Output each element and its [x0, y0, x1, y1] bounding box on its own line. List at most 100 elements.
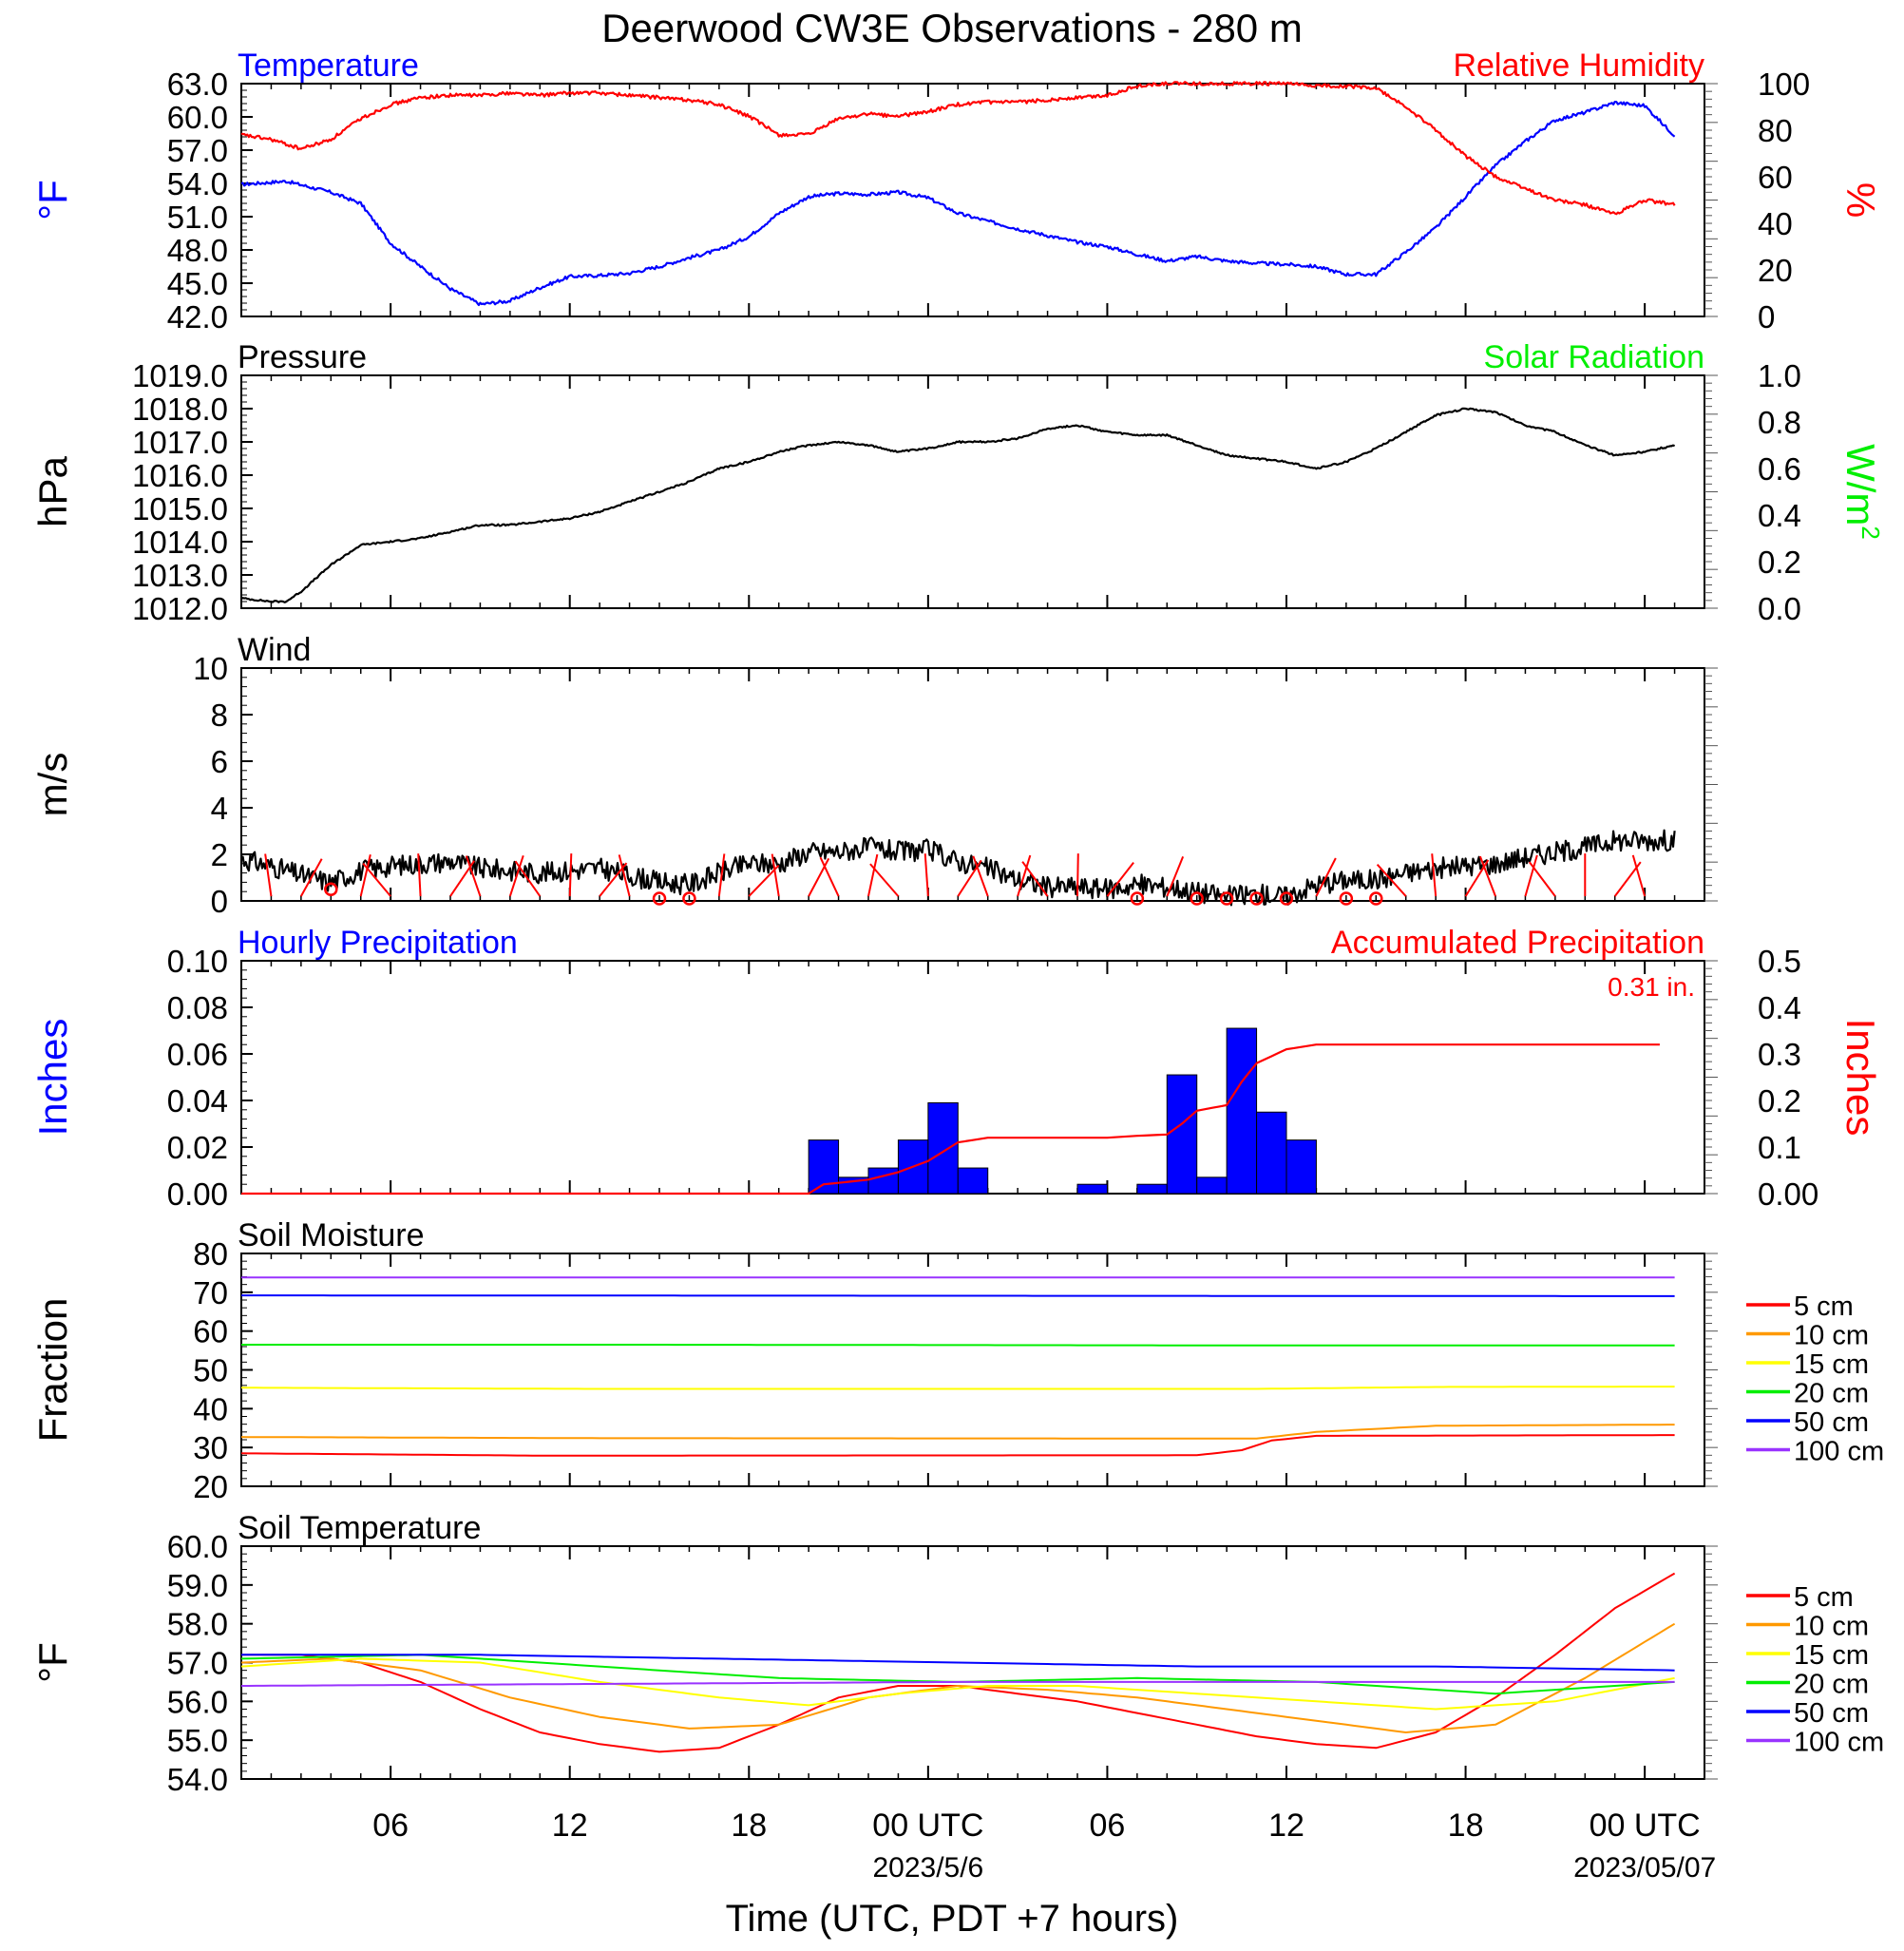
wind-barb — [1315, 857, 1337, 897]
wind-barb — [808, 857, 830, 897]
legend-label: 15 cm — [1794, 1640, 1869, 1671]
plot-frame — [240, 960, 1705, 1195]
legend-label: 10 cm — [1794, 1612, 1869, 1642]
plot-frame — [240, 1253, 1705, 1487]
wind-barb — [618, 854, 631, 897]
y-tick-label: 1016.0 — [132, 458, 228, 493]
y-axis-label-left: °F — [30, 1642, 75, 1682]
y-tick-label: 0.00 — [167, 1176, 228, 1212]
legend-label: 5 cm — [1794, 1291, 1854, 1322]
calm-wind-marker — [682, 891, 696, 906]
wind-barb — [1524, 854, 1538, 897]
calm-wind-marker — [1369, 891, 1383, 906]
wind-barb — [867, 853, 879, 897]
y-axis-label-right-superscript: 2 — [1856, 526, 1885, 539]
y-right-tick-label: 0.2 — [1758, 545, 1801, 580]
x-tick-label: 18 — [1448, 1808, 1484, 1844]
series-line-accumulated-precipitation — [241, 1043, 1660, 1195]
wind-barb — [923, 853, 929, 897]
wind-barb — [568, 853, 573, 897]
y-tick-label: 80 — [193, 1236, 228, 1272]
y-right-tick-label: 100 — [1758, 67, 1810, 102]
y-tick-label: 0.08 — [167, 990, 228, 1025]
series-line-20-cm — [241, 1344, 1675, 1347]
y-right-tick-label: 0.8 — [1758, 405, 1801, 440]
x-date-label: 2023/5/6 — [872, 1852, 983, 1884]
series-line-relative-humidity — [240, 81, 1676, 216]
y-right-tick-label: 0.5 — [1758, 944, 1801, 979]
y-axis-label-right: W/m2 — [1838, 444, 1885, 540]
y-right-tick-label: 60 — [1758, 160, 1793, 195]
panel-pressure_solar: 1019.01018.01017.01016.01015.01014.01013… — [30, 339, 1885, 626]
hourly-precip-bar — [1285, 1139, 1317, 1195]
y-tick-label: 1018.0 — [132, 392, 228, 427]
series-line-50-cm — [241, 1294, 1675, 1297]
y-tick-label: 60 — [193, 1314, 228, 1349]
wind-barb — [465, 855, 482, 897]
x-tick-label: 12 — [1268, 1808, 1304, 1844]
panel-title-right: Relative Humidity — [1453, 48, 1704, 84]
y-tick-label: 60.0 — [167, 100, 228, 135]
legend-label: 20 cm — [1794, 1379, 1869, 1409]
y-tick-label: 55.0 — [167, 1723, 228, 1758]
y-tick-label: 54.0 — [167, 166, 228, 201]
panel-wind: 10 8 6 4 2 0 Wind m/s — [30, 632, 1718, 919]
wind-barb — [819, 856, 840, 897]
wind-barb — [1631, 854, 1647, 897]
chart-title: Deerwood CW3E Observations - 280 m — [601, 6, 1303, 50]
wind-barb — [264, 853, 273, 897]
panel-title-left: Soil Moisture — [238, 1217, 425, 1253]
calm-wind-marker — [324, 882, 338, 896]
wind-barb — [1017, 854, 1032, 897]
y-axis-label-left: °F — [30, 180, 75, 220]
y-tick-label: 1014.0 — [132, 525, 228, 560]
y-tick-label: 42.0 — [167, 299, 228, 335]
y-tick-label: 0.04 — [167, 1083, 228, 1119]
y-tick-label: 0.02 — [167, 1130, 228, 1165]
x-tick-label: 00 UTC — [1590, 1808, 1701, 1844]
wind-barb — [1021, 861, 1049, 897]
calm-wind-marker — [1339, 891, 1354, 906]
legend-label: 20 cm — [1794, 1670, 1869, 1700]
wind-barb — [771, 853, 780, 897]
hourly-precip-bar — [1226, 1027, 1258, 1195]
series-line-wind — [239, 829, 1676, 907]
panel-soil_temperature: 60.0 59.0 58.0 57.056.0 55.0 54.0 Soil Tempera… — [30, 1510, 1884, 1797]
panel-title-left: Hourly Precipitation — [238, 925, 518, 961]
y-tick-label: 2 — [211, 837, 228, 872]
y-tick-label: 4 — [211, 791, 228, 826]
y-right-tick-label: 0.3 — [1758, 1037, 1801, 1072]
calm-wind-marker — [1190, 891, 1204, 906]
wind-barb — [972, 855, 989, 897]
y-tick-label: 0 — [211, 884, 228, 919]
series-line-50-cm — [241, 1654, 1675, 1672]
y-tick-label: 8 — [211, 698, 228, 733]
legend-label: 10 cm — [1794, 1321, 1869, 1351]
hourly-precip-bar — [808, 1139, 840, 1195]
legend-label: 50 cm — [1794, 1698, 1869, 1729]
wind-barb — [1106, 862, 1134, 897]
series-line-15-cm — [241, 1386, 1675, 1390]
x-tick-label: 06 — [372, 1808, 409, 1844]
time-axis: 06 12 18 00 UTC 2023/5/6 06 12 18 00 UTC 2023/05/… — [372, 1808, 1716, 1884]
wind-barb — [869, 863, 900, 897]
series-line-pressure — [240, 407, 1675, 603]
y-tick-label: 63.0 — [167, 67, 228, 102]
y-tick-label: 1017.0 — [132, 425, 228, 460]
calm-wind-marker — [1249, 891, 1264, 906]
legend-label: 50 cm — [1794, 1407, 1869, 1438]
plot-frame — [240, 83, 1705, 317]
panel-title-left: Soil Temperature — [238, 1510, 481, 1546]
hourly-precip-bar — [1196, 1176, 1228, 1195]
wind-barb — [508, 854, 524, 897]
hourly-precip-bar — [867, 1167, 899, 1195]
y-right-tick-label: 0.1 — [1758, 1130, 1801, 1165]
wind-barb — [1431, 853, 1438, 897]
y-right-tick-label: 0 — [1758, 299, 1775, 335]
x-tick-label: 18 — [731, 1808, 767, 1844]
annotation-total: 0.31 in. — [1608, 972, 1695, 1002]
hourly-precip-bar — [957, 1167, 989, 1195]
hourly-precip-bar — [1166, 1074, 1198, 1195]
y-tick-label: 70 — [193, 1275, 228, 1310]
